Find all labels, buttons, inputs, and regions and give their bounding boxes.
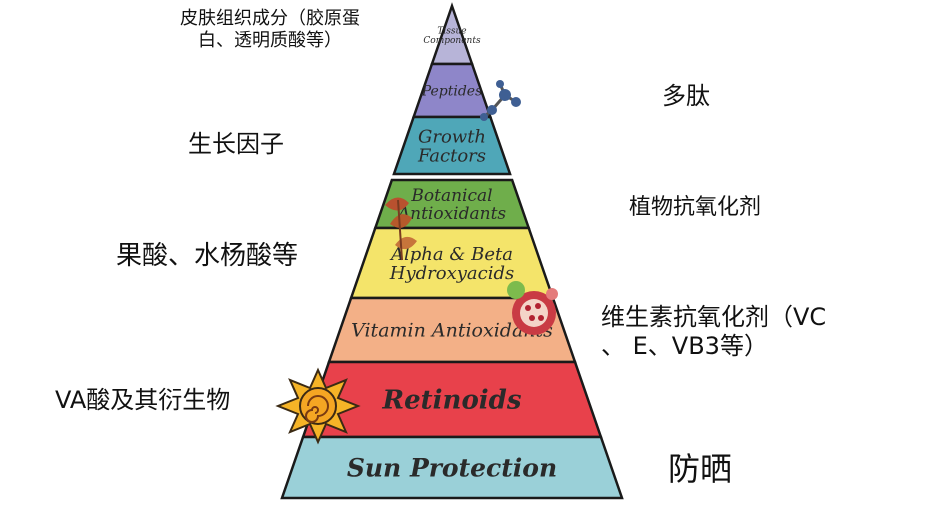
sun-icon xyxy=(275,367,361,445)
annotation-line: 、 E、VB3等） xyxy=(601,331,768,360)
tier-label-botanical: Botanical xyxy=(410,186,492,206)
tier-growth xyxy=(392,115,512,176)
molecule-icon xyxy=(480,80,521,121)
annotation-botanical: 植物抗氧化剂 xyxy=(629,195,761,221)
annotation-peptides: 多肽 xyxy=(662,82,710,111)
annotation-sun: 防晒 xyxy=(668,450,732,488)
annotation-vitamin: 维生素抗氧化剂（VC、 E、VB3等） xyxy=(601,303,826,361)
annotation-tissue: 皮肤组织成分（胶原蛋 白、透明质酸等） xyxy=(165,8,375,51)
tier-label-vitamin: Vitamin Antioxidants xyxy=(351,320,553,342)
leaf-icon xyxy=(385,197,417,261)
tier-label-retinoids: Retinoids xyxy=(382,386,522,416)
tier-label-growth: Growth xyxy=(418,126,486,147)
tier-label-tissue: Components xyxy=(423,36,481,46)
annotation-line: VA酸及其衍生物 xyxy=(55,386,231,414)
annotation-line: 植物抗氧化剂 xyxy=(629,195,762,220)
annotation-retinoids: VA酸及其衍生物 xyxy=(55,386,230,415)
tier-label-sun: Sun Protection xyxy=(347,453,557,482)
annotation-alpha: 果酸、水杨酸等 xyxy=(116,241,298,272)
tier-label-botanical: Antioxidants xyxy=(396,204,507,224)
annotation-line: 生长因子 xyxy=(188,130,284,158)
pomegranate-icon xyxy=(507,281,558,335)
annotation-line: 防晒 xyxy=(668,450,733,488)
tier-label-alpha: Alpha & Beta xyxy=(389,244,513,265)
annotation-line: 多肽 xyxy=(662,82,710,110)
annotation-line: 皮肤组织成分（胶原蛋 xyxy=(180,8,360,29)
tier-label-tissue: Tissue xyxy=(437,26,466,36)
annotation-line: 果酸、水杨酸等 xyxy=(116,241,299,271)
annotation-line: 白、透明质酸等） xyxy=(198,29,342,51)
annotation-line: 维生素抗氧化剂（VC xyxy=(601,303,827,331)
annotation-growth: 生长因子 xyxy=(188,130,284,159)
tier-sun xyxy=(280,435,624,500)
tier-label-peptides: Peptides xyxy=(421,83,483,99)
tier-label-growth: Factors xyxy=(417,145,486,166)
tier-label-alpha: Hydroxyacids xyxy=(389,263,514,284)
